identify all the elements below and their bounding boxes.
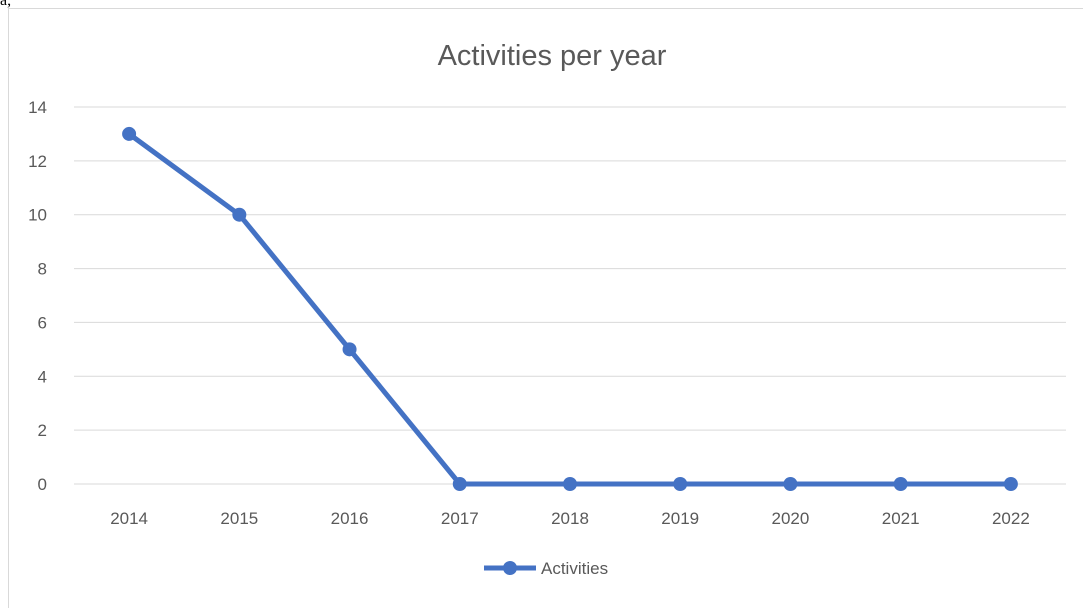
y-tick-label: 10	[28, 206, 47, 225]
page-text-fragment: a,	[0, 0, 12, 9]
chart-title: Activities per year	[438, 40, 667, 72]
x-tick-label: 2018	[551, 509, 589, 528]
y-tick-label: 12	[28, 152, 47, 171]
data-point[interactable]	[783, 477, 798, 491]
gridlines	[74, 106, 1066, 485]
data-point[interactable]	[232, 207, 247, 222]
legend[interactable]: Activities	[484, 559, 608, 578]
x-tick-label: 2016	[331, 509, 369, 528]
x-tick-label: 2014	[110, 509, 148, 528]
y-tick-label: 0	[38, 475, 47, 494]
data-point[interactable]	[1003, 477, 1018, 491]
data-point[interactable]	[452, 477, 467, 491]
chart-frame	[8, 8, 1083, 608]
x-axis-ticks: 2014 2015 2016 2017 2018 2019 2020 2021 2022	[110, 509, 1030, 528]
y-tick-label: 14	[28, 98, 47, 117]
legend-label: Activities	[541, 559, 608, 578]
x-tick-label: 2017	[441, 509, 479, 528]
y-tick-label: 8	[38, 260, 47, 279]
data-point[interactable]	[673, 477, 688, 491]
x-tick-label: 2022	[992, 509, 1030, 528]
x-tick-label: 2015	[220, 509, 258, 528]
data-point[interactable]	[893, 477, 908, 491]
y-tick-label: 2	[38, 421, 47, 440]
legend-marker	[503, 561, 517, 575]
y-tick-label: 4	[38, 367, 47, 386]
series-line	[127, 131, 1011, 487]
y-tick-label: 6	[38, 313, 47, 332]
x-tick-label: 2021	[882, 509, 920, 528]
x-tick-label: 2020	[772, 509, 810, 528]
data-point[interactable]	[563, 477, 577, 491]
y-axis-ticks: 0 2 4 6 8 10 12 14	[28, 98, 47, 494]
data-point[interactable]	[342, 342, 357, 357]
data-point[interactable]	[122, 126, 137, 141]
series-group	[122, 126, 1018, 491]
x-tick-label: 2019	[661, 509, 699, 528]
